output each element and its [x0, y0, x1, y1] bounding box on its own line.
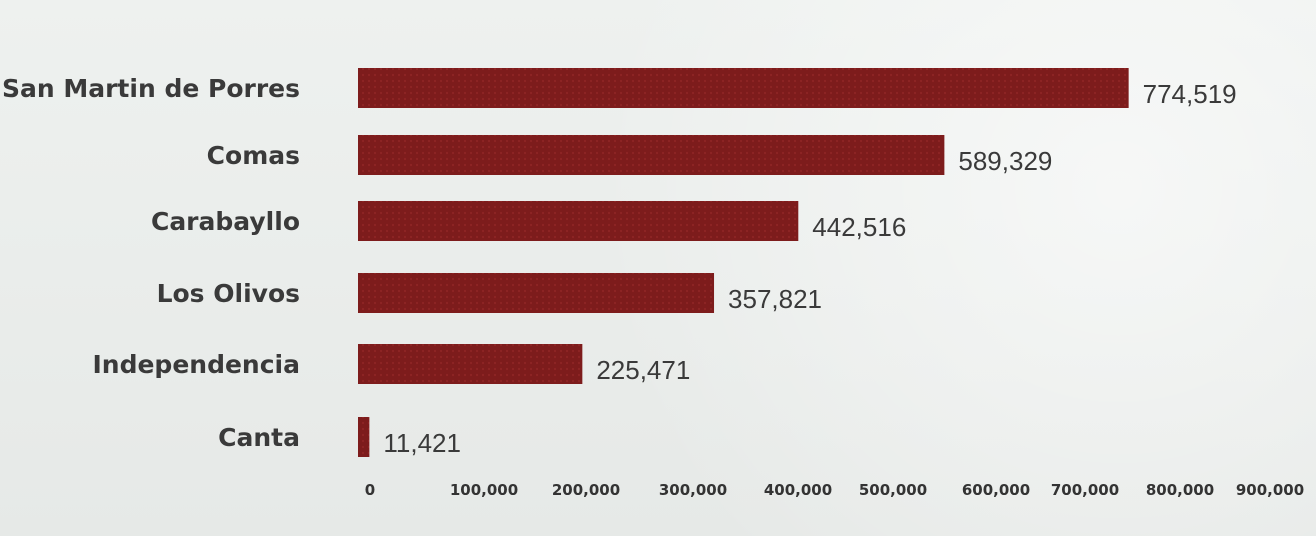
x-tick-label-4: 400,000: [764, 481, 832, 499]
category-labels-layer: San Martin de Porres Comas Carabayllo Los O…: [2, 74, 300, 452]
category-label-los-olivos: Los Olivos: [157, 279, 300, 308]
bar-san-martin-de-porres: [358, 68, 1129, 108]
bar-independencia: [358, 344, 583, 384]
value-label-carabayllo: 442,516: [812, 212, 906, 242]
bar-canta: [358, 417, 370, 457]
category-label-canta: Canta: [218, 423, 300, 452]
bar-los-olivos: [358, 273, 715, 313]
category-label-san-martin-de-porres: San Martin de Porres: [2, 74, 300, 103]
value-label-independencia: 225,471: [596, 355, 690, 385]
value-labels-layer: 774,519 589,329 442,516 357,821 225,471 11,42…: [383, 79, 1236, 458]
x-tick-label-9: 900,000: [1236, 481, 1304, 499]
value-label-comas: 589,329: [958, 146, 1052, 176]
category-label-carabayllo: Carabayllo: [151, 207, 300, 236]
x-tick-label-2: 200,000: [552, 481, 620, 499]
value-label-san-martin-de-porres: 774,519: [1143, 79, 1237, 109]
x-tick-label-1: 100,000: [450, 481, 518, 499]
bars-layer: [358, 68, 1129, 457]
bar-carabayllo: [358, 201, 799, 241]
category-label-independencia: Independencia: [92, 350, 300, 379]
bar-comas: [358, 135, 945, 175]
category-label-comas: Comas: [207, 141, 300, 170]
x-tick-label-0: 0: [365, 481, 375, 499]
value-label-los-olivos: 357,821: [728, 284, 822, 314]
x-tick-label-5: 500,000: [859, 481, 927, 499]
x-axis-tick-labels: 0 100,000 200,000 300,000 400,000 500,000 600,…: [365, 481, 1304, 499]
x-tick-label-7: 700,000: [1051, 481, 1119, 499]
x-tick-label-3: 300,000: [659, 481, 727, 499]
x-tick-label-6: 600,000: [962, 481, 1030, 499]
value-label-canta: 11,421: [383, 428, 461, 458]
x-tick-label-8: 800,000: [1146, 481, 1214, 499]
